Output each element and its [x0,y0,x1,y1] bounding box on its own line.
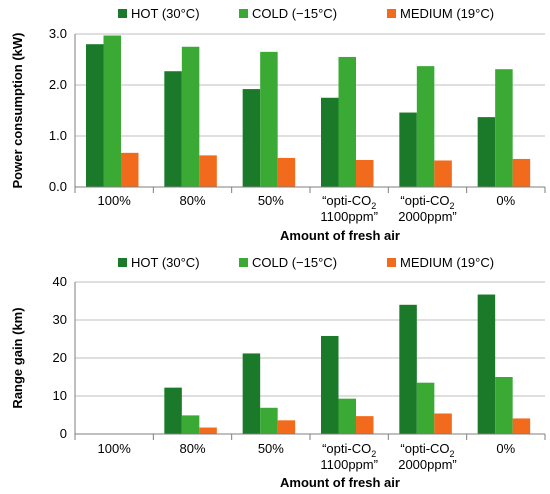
bar [416,382,435,434]
bar [399,304,417,434]
bar [199,155,217,187]
bar [86,44,104,188]
bar [181,415,200,434]
chart-1: 0.0 1.0 2.0 3.0 100% 80% 50% “opti-CO2 1100ppm” “… [10,6,546,243]
bar [277,420,296,434]
legend-swatch [118,9,127,18]
bar [260,51,278,187]
x-axis-title: Amount of fresh air [280,475,400,490]
legend-swatch [118,258,127,267]
x-tick-label: 80% [179,441,205,456]
y-tick-label: 2.0 [49,77,67,92]
y-tick-label: 1.0 [49,128,67,143]
bar [164,71,182,187]
bar [103,35,121,187]
bar [121,152,139,187]
bar [260,407,278,434]
legend-label: MEDIUM (19°C) [400,6,494,21]
legend-label: COLD (−15°C) [252,255,337,270]
legend-swatch [387,9,396,18]
x-tick-label: “opti-CO2 2000ppm” [398,441,457,472]
x-tick-label: 50% [258,193,284,208]
bar [434,160,452,187]
x-tick-label: 0% [496,193,515,208]
legend-label: HOT (30°C) [131,255,200,270]
bar [416,66,435,187]
y-axis-title: Range gain (km) [10,307,25,408]
legend-swatch [239,9,248,18]
chart-2: 0 10 20 30 40 100% 80% 50% “opti-CO2 1100ppm” “opt… [10,255,546,490]
bar [242,89,261,187]
legend-swatch [239,258,248,267]
y-tick-label: 0 [60,426,67,441]
x-tick-label: “opti-CO2 2000ppm” [398,193,457,224]
x-tick-label: 80% [179,193,205,208]
legend-swatch [387,258,396,267]
y-tick-label: 10 [53,388,67,403]
bar [277,157,296,187]
bar [477,294,496,434]
y-axis-title: Power consumption (kW) [10,33,25,189]
x-axis-title: Amount of fresh air [280,228,400,243]
bar [321,97,339,187]
bar [356,416,374,434]
y-tick-label: 0.0 [49,179,67,194]
bar [512,418,531,434]
y-tick-label: 20 [53,350,67,365]
y-tick-label: 40 [53,274,67,289]
bar [512,158,531,187]
legend-label: HOT (30°C) [131,6,200,21]
x-tick-label: “opti-CO2 1100ppm” [320,193,378,224]
bar [181,46,200,187]
bar [477,117,496,187]
y-tick-label: 3.0 [49,26,67,41]
bar [434,413,452,434]
x-tick-label: “opti-CO2 1100ppm” [320,441,378,472]
x-tick-label: 0% [496,441,515,456]
x-tick-label: 50% [258,441,284,456]
bar [321,335,339,434]
y-tick-label: 30 [53,312,67,327]
bar [495,69,513,187]
bar [356,159,374,187]
bar [399,112,417,187]
x-tick-label: 100% [98,441,132,456]
x-tick-label: 100% [98,193,132,208]
bar [199,427,217,434]
bar [164,387,182,434]
legend-label: COLD (−15°C) [252,6,337,21]
bar [338,398,356,434]
bar [495,377,513,434]
legend-label: MEDIUM (19°C) [400,255,494,270]
bar [338,56,356,188]
bar [242,353,261,434]
